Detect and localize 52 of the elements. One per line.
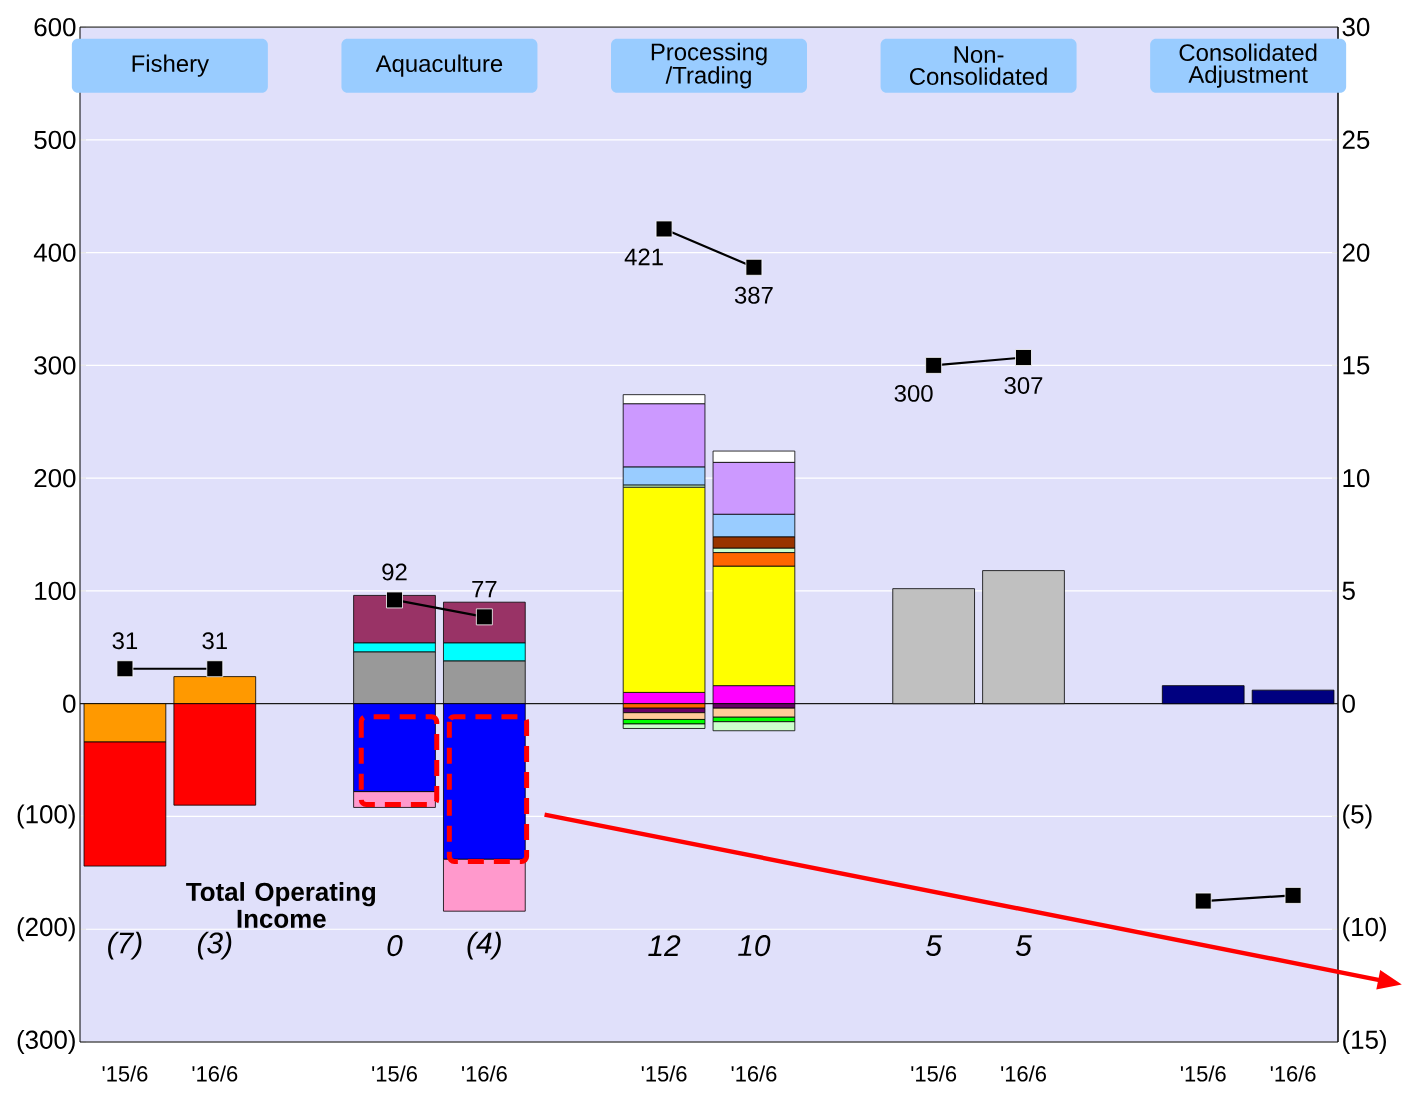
- x-tick-label: '15/6: [911, 1065, 957, 1082]
- x-tick-label: '16/6: [192, 1065, 238, 1082]
- x-tick-label: '15/6: [102, 1065, 148, 1082]
- y-tick-label: 400: [33, 243, 76, 262]
- y2-tick-label: 5: [1342, 581, 1355, 600]
- x-tick-label: '16/6: [731, 1065, 777, 1082]
- data-label: 92: [382, 563, 407, 581]
- y2-tick-label: 30: [1342, 17, 1370, 37]
- x-tick-label: '15/6: [372, 1065, 417, 1082]
- annotation: Aquaculture: [375, 54, 503, 77]
- x-tick-label: '15/6: [1180, 1065, 1226, 1082]
- annotation: Consolidated Adjustment: [1179, 43, 1317, 88]
- data-label: 387: [734, 286, 773, 304]
- data-label: 307: [1004, 377, 1043, 394]
- annotation: 5: [1015, 935, 1032, 957]
- data-label: 31: [202, 632, 227, 650]
- annotation: 5: [926, 935, 943, 957]
- x-tick-label: '16/6: [462, 1065, 507, 1082]
- data-label: 77: [472, 580, 497, 598]
- annotation: Non-Consolidated: [910, 46, 1047, 85]
- annotation: Fishery: [132, 54, 209, 77]
- y-tick-label: 200: [34, 468, 76, 488]
- data-label: 300: [894, 384, 933, 402]
- y2-tick-label: (5): [1343, 804, 1372, 829]
- annotation: (7): [108, 931, 142, 960]
- y-tick-label: 500: [34, 130, 76, 150]
- y2-tick-label: 20: [1342, 243, 1370, 262]
- data-label: 31: [112, 632, 138, 650]
- y2-tick-label: 15: [1343, 356, 1370, 375]
- annotation: (3): [197, 931, 232, 960]
- x-tick-label: '16/6: [1270, 1065, 1316, 1082]
- annotation: Total Operating Income: [186, 882, 376, 928]
- y2-tick-label: (15): [1343, 1029, 1386, 1055]
- y2-tick-label: 0: [1342, 694, 1355, 713]
- y2-tick-label: (10): [1343, 917, 1386, 942]
- y2-tick-label: 10: [1343, 468, 1370, 488]
- data-label: 421: [624, 248, 663, 266]
- annotation: Processing /Trading: [651, 42, 767, 89]
- annotation: 0: [387, 934, 403, 957]
- y-tick-label: 600: [34, 17, 76, 37]
- y-tick-label: (100): [17, 804, 75, 829]
- x-tick-label: '15/6: [641, 1065, 687, 1082]
- y-tick-label: 100: [35, 581, 76, 601]
- x-tick-label: '16/6: [1001, 1065, 1046, 1082]
- y2-tick-label: 25: [1342, 130, 1370, 149]
- y-tick-label: 0: [63, 694, 76, 713]
- annotation: 12: [648, 935, 681, 957]
- y-tick-label: (300): [17, 1029, 75, 1055]
- y-tick-label: (200): [17, 917, 75, 942]
- annotation: (4): [467, 931, 501, 960]
- annotation: 10: [738, 934, 771, 957]
- y-tick-label: 300: [34, 356, 76, 375]
